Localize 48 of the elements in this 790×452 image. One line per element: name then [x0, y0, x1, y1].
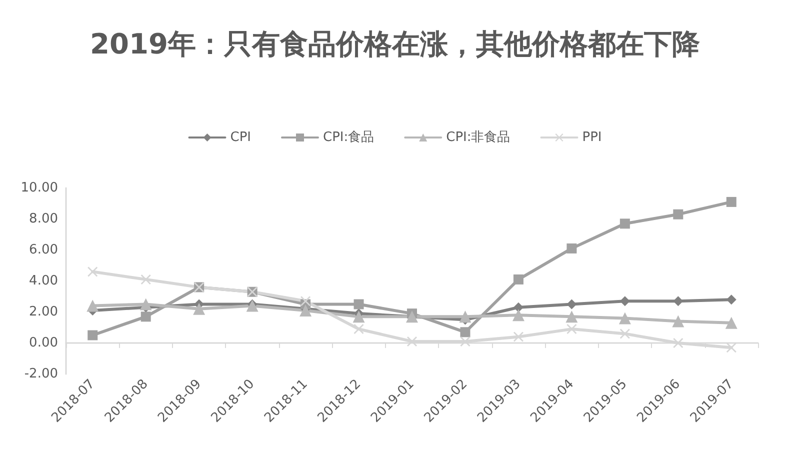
- y-tick-label: 2.00: [29, 304, 58, 320]
- point: [140, 312, 151, 322]
- point: [460, 327, 470, 338]
- point: [86, 300, 99, 312]
- point: [193, 302, 206, 315]
- point: [354, 299, 364, 310]
- y-tick-label: 0.00: [29, 336, 58, 350]
- point: [354, 324, 364, 334]
- point: [513, 302, 524, 312]
- point: [673, 338, 684, 348]
- legend-label: PPI: [582, 130, 602, 145]
- legend-label: CPI:食品: [322, 130, 374, 145]
- point: [300, 296, 311, 306]
- point: [246, 300, 258, 312]
- point: [726, 294, 736, 305]
- point: [88, 266, 98, 277]
- legend-label: CPI:非食品: [446, 130, 510, 145]
- y-tick-label: 10.00: [20, 180, 58, 196]
- point: [620, 296, 630, 306]
- y-tick-label: 4.00: [29, 274, 58, 288]
- point: [673, 209, 684, 220]
- point: [673, 296, 684, 306]
- point: [618, 312, 631, 324]
- point: [620, 218, 630, 229]
- chart-title: 2019年：只有食品价格在涨，其他价格都在下降: [90, 28, 700, 60]
- point: [566, 243, 577, 254]
- y-tick-label: 6.00: [29, 242, 58, 258]
- legend-label: CPI: [230, 130, 252, 145]
- point: [726, 342, 736, 353]
- point: [512, 309, 524, 322]
- point: [407, 336, 417, 346]
- point: [352, 310, 365, 323]
- point: [300, 304, 312, 316]
- point: [725, 316, 738, 329]
- point: [566, 299, 577, 310]
- point: [726, 196, 736, 207]
- point: [460, 336, 470, 346]
- point: [88, 330, 98, 340]
- point: [566, 324, 577, 334]
- point: [672, 315, 684, 328]
- y-tick-label: 8.00: [29, 212, 58, 226]
- point: [513, 274, 524, 284]
- point: [620, 328, 630, 339]
- y-tick-label: -2.00: [24, 366, 58, 382]
- point: [566, 310, 578, 323]
- point: [140, 274, 151, 284]
- point: [140, 298, 152, 310]
- point: [513, 332, 524, 342]
